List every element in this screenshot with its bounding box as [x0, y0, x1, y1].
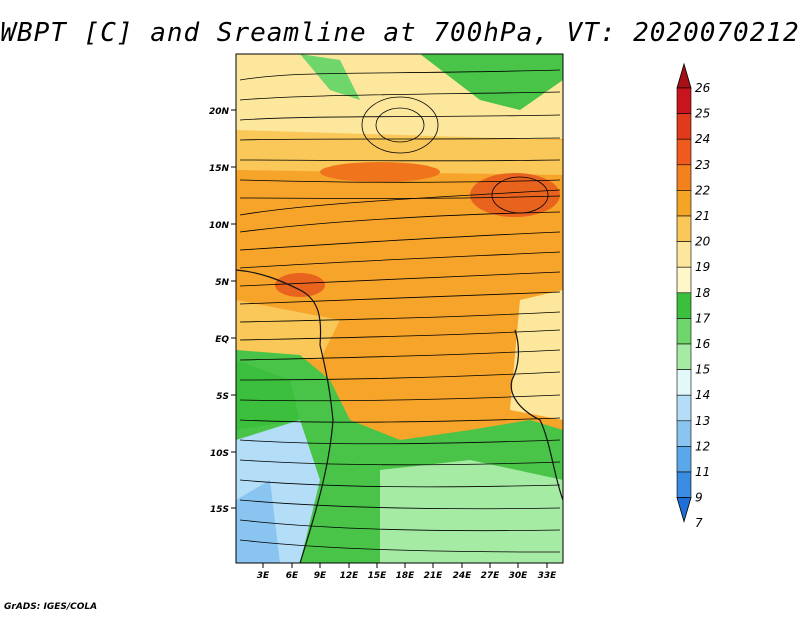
lon-label: 6E — [286, 571, 299, 581]
colorbar-segment — [676, 138, 692, 166]
colorbar-segment — [676, 292, 692, 319]
colorbar-segment — [676, 215, 692, 242]
shading-hot-east — [470, 173, 560, 217]
colorbar-level-label: 11 — [695, 465, 710, 479]
lon-axis: 3E 6E 9E 12E 15E 18E 21E 24E 27E 30E 33E — [257, 563, 557, 581]
lon-label: 9E — [314, 571, 327, 581]
lat-label: 20N — [209, 107, 230, 117]
colorbar-segment — [676, 394, 692, 422]
lat-label: 10S — [210, 449, 229, 459]
lon-label: 12E — [340, 571, 360, 581]
lon-label: 15E — [368, 571, 388, 581]
colorbar-segment — [676, 318, 692, 345]
colorbar-level-label: 21 — [695, 209, 710, 223]
map-title: WBPT [C] and Sreamline at 700hPa, VT: 20… — [0, 18, 800, 48]
colorbar-level-label: 25 — [695, 107, 710, 121]
colorbar-level-label: 22 — [695, 183, 710, 197]
colorbar-segment — [676, 343, 692, 370]
colorbar-segment — [676, 369, 692, 396]
shading-north-green — [310, 54, 563, 110]
lat-label: 15S — [210, 505, 229, 515]
colorbar-level-label: 19 — [695, 260, 710, 274]
lon-label: 18E — [396, 571, 416, 581]
colorbar-bottom-arrow — [676, 497, 692, 524]
colorbar-level-label: 16 — [695, 337, 711, 351]
colorbar-level-label: 9 — [695, 491, 703, 505]
colorbar-segment — [676, 164, 692, 191]
lat-label: 15N — [209, 164, 230, 174]
colorbar-segment — [676, 87, 692, 114]
colorbar-segment — [676, 190, 692, 217]
credit-label: GrADS: IGES/COLA — [4, 602, 98, 612]
colorbar-level-label: 20 — [695, 235, 711, 249]
lat-axis: 20N 15N 10N 5N EQ 5S 10S 15S — [209, 107, 236, 515]
colorbar-level-label: 26 — [695, 81, 711, 95]
colorbar-level-label: 15 — [695, 363, 710, 377]
colorbar-segment — [676, 420, 692, 447]
map-panel — [236, 54, 563, 563]
colorbar-level-label: 18 — [695, 286, 711, 300]
colorbar-level-label: 23 — [695, 158, 710, 172]
shading-yellow-band — [236, 130, 563, 175]
shading-south-lightgreen — [380, 460, 563, 563]
shading-eastern-highland — [510, 290, 563, 420]
lat-label: EQ — [215, 335, 229, 345]
map-frame — [235, 53, 564, 564]
colorbar-level-label: 14 — [695, 388, 710, 402]
shading-hot-center — [320, 162, 440, 182]
shading-hot-coast — [275, 273, 325, 297]
lon-label: 30E — [509, 571, 529, 581]
colorbar-segment — [676, 266, 692, 294]
colorbar-level-label: 17 — [695, 311, 711, 325]
colorbar-segment — [676, 471, 692, 498]
lon-label: 27E — [481, 571, 501, 581]
colorbar-segment — [676, 446, 692, 473]
colorbar-segment — [676, 113, 692, 140]
colorbar-segment — [676, 241, 692, 268]
lat-label: 5S — [216, 392, 229, 402]
colorbar-level-label: 24 — [695, 132, 710, 146]
colorbar: 26 25 24 23 22 21 20 19 18 17 16 15 14 13 12 11 9 7 — [676, 62, 711, 530]
colorbar-level-label: 12 — [695, 439, 710, 453]
lon-label: 21E — [424, 571, 444, 581]
lon-label: 33E — [538, 571, 558, 581]
lon-label: 24E — [453, 571, 473, 581]
streamlines — [239, 69, 561, 553]
lat-label: 10N — [209, 221, 230, 231]
coastlines — [236, 269, 563, 563]
colorbar-level-label: 7 — [695, 516, 703, 530]
lon-label: 3E — [257, 571, 270, 581]
colorbar-level-label: 13 — [695, 414, 710, 428]
lat-label: 5N — [215, 278, 229, 288]
colorbar-top-arrow — [676, 62, 692, 89]
